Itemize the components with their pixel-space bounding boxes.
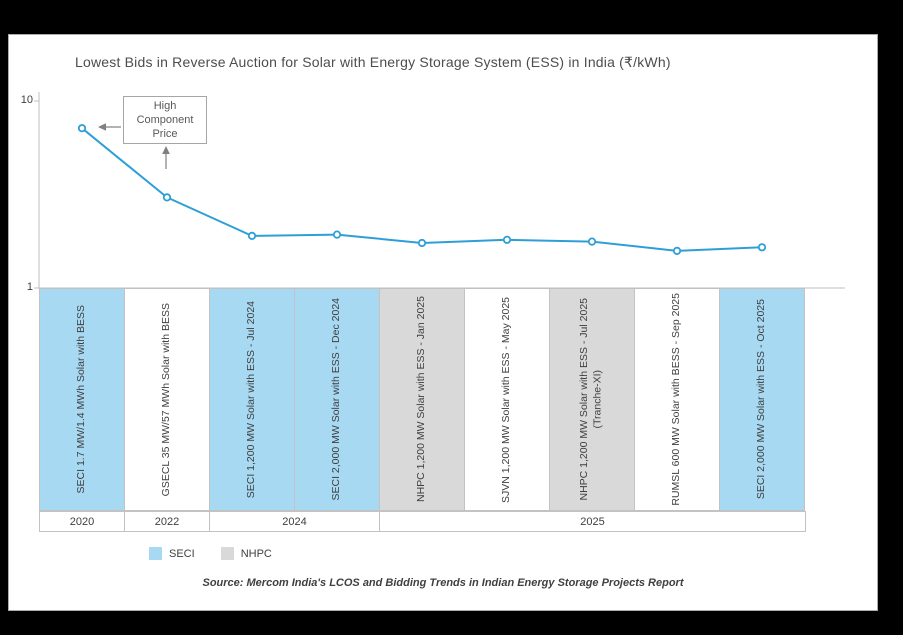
- annotation-callout: High Component Price: [123, 96, 207, 144]
- legend-item-nhpc: NHPC: [220, 547, 272, 560]
- nhpc-swatch-icon: [220, 547, 234, 560]
- category-band: RUMSL 600 MW Solar with BESS - Sep 2025: [634, 288, 720, 511]
- data-point-marker: [247, 231, 257, 240]
- year-axis-group: 2025: [379, 511, 806, 532]
- legend-label: SECI: [169, 547, 195, 560]
- data-point-marker: [672, 246, 682, 255]
- category-label: GSECL 35 MW/57 MWh Solar with BESS: [160, 302, 173, 497]
- category-band: SECI 2,000 MW Solar with ESS - Dec 2024: [294, 288, 380, 511]
- data-point-marker: [332, 230, 342, 239]
- bid-trend-line: [81, 127, 763, 252]
- year-axis-group: 2024: [209, 511, 380, 532]
- chart-panel: Lowest Bids in Reverse Auction for Solar…: [8, 34, 878, 611]
- year-label: 2022: [154, 515, 180, 528]
- source-note: Source: Mercom India's LCOS and Bidding …: [202, 577, 684, 589]
- chart-title: Lowest Bids in Reverse Auction for Solar…: [75, 54, 671, 70]
- category-band: SJVN 1,200 MW Solar with ESS - May 2025: [464, 288, 550, 511]
- data-point-marker: [587, 237, 597, 246]
- seci-swatch-icon: [149, 547, 162, 560]
- year-label: 2025: [580, 515, 605, 528]
- legend: SECI NHPC: [149, 547, 272, 560]
- annotation-label: High Component Price: [136, 99, 194, 141]
- category-label: SJVN 1,200 MW Solar with ESS - May 2025: [500, 296, 513, 503]
- category-label: NHPC 1,200 MW Solar with ESS - Jan 2025: [415, 296, 428, 503]
- year-label: 2024: [282, 515, 307, 528]
- legend-item-seci: SECI: [149, 547, 195, 560]
- data-point-marker: [417, 238, 427, 248]
- category-sublabel: (Tranche-XI): [592, 370, 604, 429]
- category-label: SECI 2,000 MW Solar with ESS - Dec 2024: [330, 298, 343, 501]
- category-band: SECI 1,200 MW Solar with ESS - Jul 2024: [209, 288, 295, 511]
- category-label: NHPC 1,200 MW Solar with ESS - Jul 2025: [578, 298, 591, 501]
- data-point-marker: [77, 124, 87, 133]
- category-band: NHPC 1,200 MW Solar with ESS - Jan 2025: [379, 288, 465, 511]
- year-label: 2020: [69, 515, 95, 528]
- category-label: SECI 2,000 MW Solar with ESS - Oct 2025: [755, 299, 768, 500]
- category-band: NHPC 1,200 MW Solar with ESS - Jul 2025(…: [549, 288, 635, 511]
- legend-label: NHPC: [240, 547, 272, 560]
- annotation-arrow-up-head-icon: [162, 146, 170, 154]
- category-band: GSECL 35 MW/57 MWh Solar with BESS: [124, 288, 210, 511]
- data-point-marker: [757, 243, 767, 252]
- category-band: SECI 2,000 MW Solar with ESS - Oct 2025: [719, 288, 805, 511]
- year-axis-group: 2022: [124, 511, 210, 532]
- category-band: SECI 1.7 MW/1.4 MWh Solar with BESS: [39, 288, 125, 511]
- category-label: RUMSL 600 MW Solar with BESS - Sep 2025: [670, 293, 683, 506]
- year-axis-group: 2020: [39, 511, 125, 532]
- data-point-marker: [162, 193, 172, 202]
- annotation-arrow-left-head-icon: [98, 123, 106, 131]
- category-label: SECI 1.7 MW/1.4 MWh Solar with BESS: [75, 305, 88, 494]
- y-axis-tick-label-10: 10: [20, 94, 33, 106]
- data-point-marker: [502, 235, 512, 244]
- category-label: SECI 1,200 MW Solar with ESS - Jul 2024: [245, 300, 258, 499]
- y-axis-tick-label-1: 1: [26, 281, 33, 293]
